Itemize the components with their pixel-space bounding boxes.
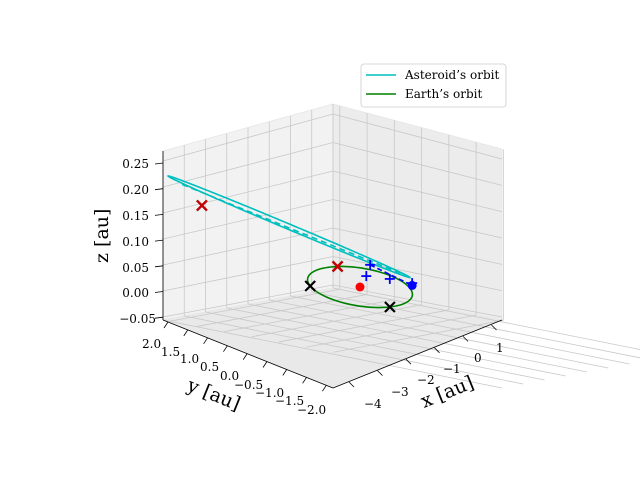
y-tick-label: −1.0 <box>255 386 284 400</box>
grid-lines <box>162 104 640 389</box>
z-tick-label: 0.15 <box>122 209 149 223</box>
y-tick-label: −0.5 <box>234 378 263 392</box>
floor-grid-line-y <box>311 291 640 359</box>
floor-grid-line-x <box>224 299 395 333</box>
legend-label-earth: Earth’s orbit <box>405 87 482 101</box>
z-tick-label: 0.20 <box>122 183 149 197</box>
y-tick-label: 2.0 <box>142 337 161 351</box>
asteroid-orbit-line <box>167 175 411 279</box>
floor-grid-line-y <box>269 299 609 369</box>
x-tick-mark <box>348 381 355 388</box>
x-tick-mark <box>405 358 412 365</box>
x-tick-mark <box>462 336 469 342</box>
y-tick-mark <box>262 361 268 368</box>
y-tick-mark <box>163 321 169 329</box>
sun-marker <box>355 282 365 292</box>
y-tick-label: 0.0 <box>220 369 239 383</box>
z-tick-label: 0.05 <box>122 261 149 275</box>
floor-grid-line-y <box>247 303 588 373</box>
z-tick-label: −0.05 <box>119 312 156 326</box>
x-tick-label: −3 <box>391 385 409 399</box>
z-axis-label: z [au] <box>91 209 113 263</box>
x-tick-label: −4 <box>364 397 382 411</box>
y-tick-label: −1.5 <box>275 394 304 408</box>
y-tick-label: 1.5 <box>161 345 180 359</box>
z-tick-mark <box>154 316 164 319</box>
z-tick-label: 0.25 <box>122 157 149 171</box>
x-tick-label: −2 <box>417 373 435 387</box>
z-tick-mark <box>154 214 164 216</box>
black-cross-marker <box>304 280 316 292</box>
y-tick-mark <box>322 384 327 392</box>
legend: Asteroid’s orbit Earth’s orbit <box>360 63 507 108</box>
z-tick-mark <box>154 188 164 191</box>
legend-frame <box>360 63 507 108</box>
x-axis-line <box>332 319 503 389</box>
z-tick-mark <box>154 239 164 242</box>
y-tick-label: 0.5 <box>200 360 219 374</box>
floor-grid-line-y <box>205 311 545 381</box>
y-axis-line <box>162 319 334 389</box>
floor-grid-line-x <box>169 288 340 322</box>
red-cross-marker <box>331 260 344 273</box>
y-tick-mark <box>203 337 208 345</box>
floor-grid-line-x <box>196 294 368 327</box>
y-tick-mark <box>223 345 228 352</box>
floor-grid-line-y <box>162 319 503 389</box>
tick-marks <box>154 162 497 392</box>
y-tick-label: 1.0 <box>180 352 199 366</box>
z-tick-label: 0.00 <box>122 286 149 300</box>
legend-label-asteroid: Asteroid’s orbit <box>404 68 499 82</box>
floor-grid-line-y <box>226 307 566 377</box>
x-tick-label: 0 <box>474 351 482 365</box>
floor-grid-line-y <box>184 315 524 385</box>
z-tick-mark <box>154 291 164 293</box>
y-tick-mark <box>242 353 248 360</box>
z-tick-label: 0.10 <box>122 235 149 249</box>
asteroid-position-marker <box>407 280 417 290</box>
x-tick-label: 1 <box>496 341 504 355</box>
floor-grid-line-y <box>332 287 640 350</box>
plot-content <box>167 175 418 313</box>
red-cross-marker <box>196 199 208 212</box>
black-cross-marker <box>384 301 396 313</box>
y-tick-label: −2.0 <box>297 403 326 417</box>
x-tick-mark <box>377 370 383 376</box>
y-tick-mark <box>282 369 288 376</box>
floor-grid-line-x <box>278 309 449 343</box>
x-tick-label: −1 <box>443 362 461 376</box>
x-tick-mark <box>491 324 497 331</box>
asteroid-apsides-dashed-line <box>181 183 410 278</box>
floor-grid-line-y <box>290 295 630 365</box>
x-tick-mark <box>434 347 440 354</box>
y-tick-mark <box>183 329 189 337</box>
y-tick-mark <box>302 377 307 384</box>
z-tick-mark <box>154 265 164 268</box>
z-tick-mark <box>154 162 164 165</box>
floor-grid-line-x <box>306 314 477 348</box>
floor-grid-line-x <box>333 319 504 353</box>
